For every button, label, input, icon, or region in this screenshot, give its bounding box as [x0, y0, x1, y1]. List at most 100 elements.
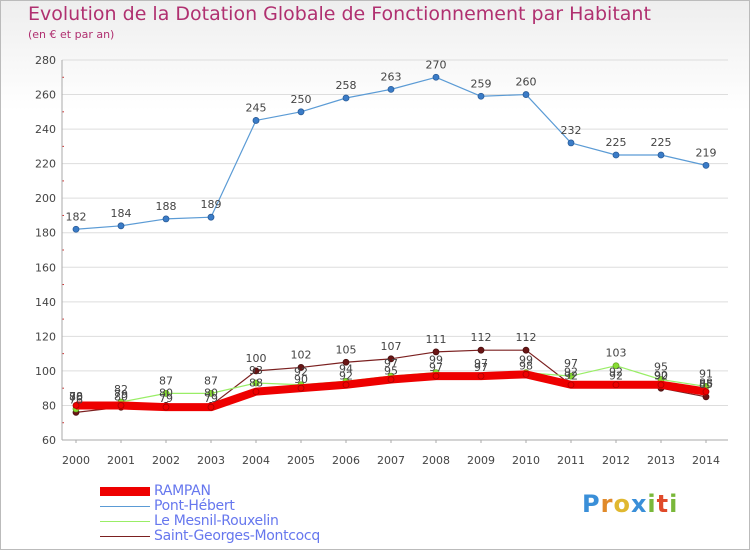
data-label-saint-georges-montcocq-2010: 112	[516, 331, 537, 344]
y-tick-label-140: 140	[35, 296, 56, 309]
data-label-saint-georges-montcocq-2001: 79	[114, 388, 128, 401]
data-point-rampan-2001	[117, 402, 125, 409]
y-tick-label-260: 260	[35, 89, 56, 102]
data-label-rampan-2013: 92	[654, 370, 668, 383]
y-tick-label-200: 200	[35, 192, 56, 205]
data-label-pont-h-bert-2013: 225	[651, 136, 672, 149]
data-point-le-mesnil-rouxelin-2002	[162, 389, 170, 397]
proxiti-logo: Proxiti	[582, 490, 679, 518]
data-label-rampan-2011: 92	[564, 370, 578, 383]
data-point-pont-h-bert-2005	[297, 108, 305, 116]
chart-axes: 60 80 100 120 140 160 180 200 220 240 260 280 2000 20…	[35, 54, 728, 467]
y-tick-label-60: 60	[42, 434, 56, 447]
data-label-saint-georges-montcocq-2014: 85	[699, 378, 713, 391]
data-point-le-mesnil-rouxelin-2011	[567, 372, 575, 380]
x-tick-label-2014: 2014	[692, 454, 720, 467]
y-tick-label-240: 240	[35, 123, 56, 136]
data-point-pont-h-bert-2004	[252, 117, 260, 124]
data-point-saint-georges-montcocq-2006	[342, 358, 350, 366]
data-point-pont-h-bert-2014	[702, 161, 710, 169]
data-label-le-mesnil-rouxelin-2012: 103	[606, 347, 627, 360]
x-tick-label-2001: 2001	[107, 454, 135, 467]
data-point-rampan-2004	[252, 388, 260, 396]
x-tick-label-2007: 2007	[377, 454, 405, 467]
y-tick-label-160: 160	[35, 261, 56, 274]
data-label-rampan-2008: 97	[429, 361, 443, 374]
x-tick-label-2010: 2010	[512, 454, 540, 467]
y-tick-label-120: 120	[35, 330, 56, 343]
data-point-rampan-2005	[297, 384, 305, 392]
data-label-rampan-2006: 92	[339, 370, 353, 383]
legend-label-le-mesnil-rouxelin: Le Mesnil-Rouxelin	[154, 513, 279, 529]
data-label-rampan-2007: 95	[384, 365, 398, 378]
data-point-saint-georges-montcocq-2010	[522, 346, 530, 354]
data-point-pont-h-bert-2009	[477, 92, 485, 100]
data-label-le-mesnil-rouxelin-2014: 91	[699, 367, 713, 380]
data-label-pont-h-bert-2004: 245	[246, 101, 267, 114]
data-point-pont-h-bert-2003	[207, 213, 215, 221]
chart-subtitle: (en € et par an)	[28, 28, 115, 41]
data-label-pont-h-bert-2009: 259	[471, 77, 492, 90]
data-label-le-mesnil-rouxelin-2006: 94	[339, 362, 353, 375]
chart-grid	[62, 59, 728, 441]
data-label-saint-georges-montcocq-2012: 92	[609, 366, 623, 379]
data-label-saint-georges-montcocq-2005: 102	[291, 348, 312, 361]
data-point-saint-georges-montcocq-2005	[297, 364, 305, 371]
data-point-rampan-2012	[612, 381, 620, 389]
data-label-le-mesnil-rouxelin-2001: 82	[114, 383, 128, 396]
data-point-rampan-2007	[387, 376, 395, 383]
data-point-pont-h-bert-2001	[117, 222, 125, 230]
data-point-pont-h-bert-2012	[612, 151, 620, 159]
y-tick-label-80: 80	[42, 399, 56, 412]
x-tick-label-2008: 2008	[422, 454, 450, 467]
legend-swatch-saint-georges-montcocq	[100, 536, 150, 537]
data-point-rampan-2002	[162, 403, 170, 411]
y-tick-label-180: 180	[35, 227, 56, 240]
data-label-rampan-2014: 88	[699, 377, 713, 390]
data-label-rampan-2010: 98	[519, 359, 533, 372]
x-tick-label-2013: 2013	[647, 454, 675, 467]
data-point-rampan-2013	[657, 381, 665, 389]
data-label-le-mesnil-rouxelin-2003: 87	[204, 374, 218, 387]
data-point-rampan-2000	[72, 402, 80, 409]
data-point-pont-h-bert-2006	[342, 94, 350, 102]
data-label-pont-h-bert-2007: 263	[381, 70, 402, 83]
data-label-le-mesnil-rouxelin-2011: 97	[564, 357, 578, 370]
legend-label-pont-hebert: Pont-Hébert	[154, 498, 235, 514]
data-point-saint-georges-montcocq-2009	[477, 346, 485, 354]
data-label-saint-georges-montcocq-2003: 80	[204, 386, 218, 399]
chart-title: Evolution de la Dotation Globale de Fonc…	[28, 3, 651, 25]
legend-swatch-pont-hebert	[100, 506, 150, 507]
data-label-pont-h-bert-2005: 250	[291, 93, 312, 106]
data-point-saint-georges-montcocq-2008	[432, 348, 440, 356]
data-label-saint-georges-montcocq-2011: 92	[564, 366, 578, 379]
data-label-saint-georges-montcocq-2000: 76	[69, 393, 83, 406]
x-tick-label-2006: 2006	[332, 454, 360, 467]
data-point-pont-h-bert-2011	[567, 139, 575, 147]
data-label-saint-georges-montcocq-2007: 107	[381, 340, 402, 353]
data-point-pont-h-bert-2008	[432, 73, 440, 81]
data-label-saint-georges-montcocq-2013: 90	[654, 369, 668, 382]
y-tick-label-280: 280	[35, 54, 56, 67]
y-tick-label-100: 100	[35, 365, 56, 378]
data-label-le-mesnil-rouxelin-2010: 99	[519, 354, 533, 367]
data-label-saint-georges-montcocq-2009: 112	[471, 331, 492, 344]
data-label-rampan-2012: 92	[609, 370, 623, 383]
data-label-rampan-2000: 80	[69, 390, 83, 403]
data-label-rampan-2003: 79	[204, 392, 218, 405]
legend-label-rampan: RAMPAN	[154, 483, 211, 499]
data-label-pont-h-bert-2010: 260	[516, 76, 537, 89]
x-tick-label-2009: 2009	[467, 454, 495, 467]
x-tick-label-2000: 2000	[62, 454, 90, 467]
data-label-le-mesnil-rouxelin-2008: 99	[429, 354, 443, 367]
data-label-rampan-2002: 79	[159, 392, 173, 405]
x-tick-label-2003: 2003	[197, 454, 225, 467]
data-point-pont-h-bert-2000	[72, 225, 80, 233]
data-labels-layer: 182 184 188 189 245 250 258 263 270 259 260 232 225 2…	[66, 58, 717, 406]
legend-swatch-rampan	[100, 487, 150, 496]
data-point-rampan-2014	[702, 388, 710, 396]
data-point-le-mesnil-rouxelin-2004	[252, 379, 260, 387]
data-label-pont-h-bert-2012: 225	[606, 136, 627, 149]
